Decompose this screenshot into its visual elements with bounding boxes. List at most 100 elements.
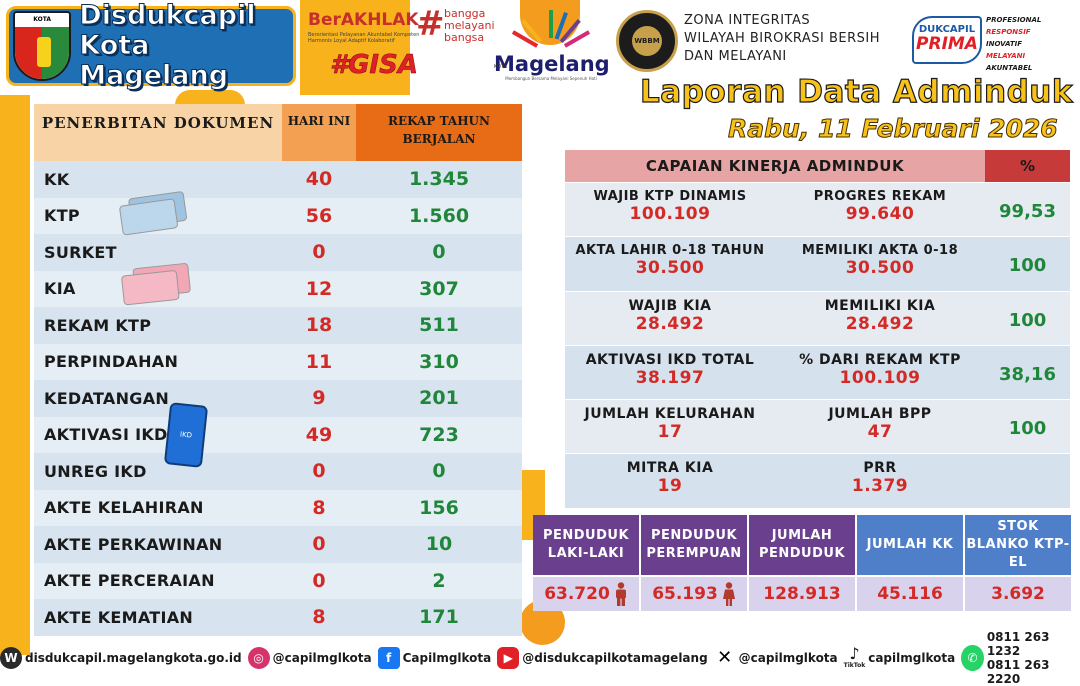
kinerja-label: MEMILIKI AKTA 0-18 [801,243,959,259]
doc-today: 11 [305,350,333,373]
ikd-phone-icon: IKD [163,402,209,468]
documents-table: PENERBITAN DOKUMEN HARI INI REKAP TAHUN … [34,104,522,636]
facebook-text: Capilmglkota [402,650,492,665]
x-icon: ✕ [713,646,736,669]
table-row: AKTE KELAHIRAN 8 156 [34,489,522,526]
zona-integritas-badge-icon: WBBM [616,10,678,72]
zi-line: DAN MELAYANI [684,49,787,64]
kinerja-value: 100.109 [839,367,921,388]
kinerja-row: WAJIB KIA 28.492 MEMILIKI KIA 28.492 100 [565,290,1070,345]
doc-today: 49 [305,423,333,446]
doc-today: 0 [312,460,326,483]
footer-x[interactable]: ✕ @capilmglkota [713,646,838,669]
doc-year: 0 [432,460,446,483]
value-laki: 63.720 [533,577,641,611]
doc-year: 171 [419,606,459,629]
value-perempuan: 65.193 [641,577,749,611]
value-jumlah-kk: 45.116 [857,577,965,611]
magelang-tagline: Membangun Bersama Melayani Sepenuh Hati [505,76,597,81]
kinerja-label: PROGRES REKAM [813,189,947,204]
kia-card-icon [120,262,193,306]
footer-facebook[interactable]: f Capilmglkota [377,646,492,669]
magelang-crest-icon: KOTA MAGELANG [13,11,72,81]
kinerja-percent-header: % [985,150,1070,182]
footer-website[interactable]: W disdukcapil.magelangkota.go.id [0,646,242,669]
tiktok-label: TikTok [843,662,866,669]
kinerja-value: 47 [867,422,893,443]
disdukcapil-logo: KOTA MAGELANG Disdukcapil Kota Magelang [6,0,296,91]
doc-year: 2 [432,569,446,592]
page-title: Laporan Data Adminduk [639,73,1073,110]
header-penerbitan: PENERBITAN DOKUMEN [34,104,282,161]
table-row: UNREG IKD 0 0 [34,453,522,490]
doc-today: 0 [312,533,326,556]
doc-label: AKTE PERKAWINAN [44,534,223,554]
tiktok-icon: ♪ TikTok [843,644,866,670]
kinerja-label: JUMLAH BPP [828,406,932,423]
doc-year: 0 [432,241,446,264]
brand-line-2: Kota Magelang [79,30,229,91]
doc-today: 12 [305,277,333,300]
dukcapil-prima-logo: DUKCAPIL PRIMA [912,16,982,64]
magelang-city-logo: KOTA Magelang Membangun Bersama Melayani… [494,8,610,98]
kinerja-value: 100.109 [629,204,711,224]
header-rekap-tahun: REKAP TAHUN BERJALAN [356,104,522,161]
table-row: KEDATANGAN 9 201 [34,380,522,417]
value-jumlah-penduduk: 128.913 [749,577,857,611]
kinerja-header: CAPAIAN KINERJA ADMINDUK % [565,150,1070,182]
population-values: 63.720 65.193 128.913 45.116 3.692 [533,577,1073,611]
table-row: REKAM KTP 18 511 [34,307,522,344]
prima-value: INOVATIF [986,40,1023,48]
doc-year: 1.345 [408,168,470,191]
kinerja-rows: WAJIB KTP DINAMIS 100.109 PROGRES REKAM 99… [565,182,1070,508]
kinerja-panel: CAPAIAN KINERJA ADMINDUK % WAJIB KTP DIN… [565,150,1070,508]
doc-year: 1.560 [408,204,470,227]
doc-year: 201 [419,387,459,410]
doc-today: 0 [312,569,326,592]
doc-today: 8 [312,606,326,629]
footer-tiktok[interactable]: ♪ TikTok capilmglkota [843,644,956,670]
kinerja-value: 38.197 [635,367,705,388]
footer-whatsapp[interactable]: ✆ 0811 263 1232 0811 263 2220 [961,630,1074,686]
kinerja-value: 17 [657,422,683,443]
footer-instagram[interactable]: ◎ @capilmglkota [247,646,372,669]
value-stok-blanko: 3.692 [965,577,1073,611]
globe-icon: W [0,646,22,669]
magelang-kota-label: KOTA [494,64,508,70]
kinerja-value: 19 [657,476,683,497]
kinerja-value: 99.640 [845,204,915,224]
table-row: AKTE PERKAWINAN 0 10 [34,526,522,563]
documents-table-body: KK 40 1.345 KTP 56 1.560 SURKET 0 0 KIA 12 307 R… [34,161,522,636]
doc-label: KEDATANGAN [44,388,170,408]
doc-label: SURKET [44,242,117,262]
doc-label: UNREG IKD [44,461,147,481]
doc-year: 10 [425,533,453,556]
footer-youtube[interactable]: ▶ @disdukcapilkotamagelang [497,646,708,669]
berakhlak-logo: BerAKHLAK [308,10,419,30]
website-text: disdukcapil.magelangkota.go.id [25,650,242,665]
doc-label: AKTE KELAHIRAN [44,498,204,518]
youtube-text: @disdukcapilkotamagelang [522,650,708,665]
youtube-icon: ▶ [497,646,520,669]
kinerja-title: CAPAIAN KINERJA ADMINDUK [565,150,985,182]
decor-shape [0,95,30,655]
doc-year: 156 [419,496,459,519]
kinerja-percent: 100 [1008,418,1047,440]
doc-year: 723 [419,423,459,446]
kinerja-label: AKTA LAHIR 0-18 TAHUN [575,243,765,259]
header-jumlah-kk: JUMLAH KK [857,515,965,575]
kinerja-label: MEMILIKI KIA [824,297,936,314]
bangga-line: bangsa [444,31,485,44]
documents-table-header: PENERBITAN DOKUMEN HARI INI REKAP TAHUN … [34,104,522,161]
kinerja-percent: 100 [1008,309,1047,331]
bangga-melayani-logo: bangga melayani bangsa [444,8,495,44]
instagram-icon: ◎ [247,646,270,669]
kinerja-value: 30.500 [635,258,705,279]
phone-1: 0811 263 1232 [986,629,1050,658]
kinerja-label: JUMLAH KELURAHAN [584,406,756,423]
phone-2: 0811 263 2220 [986,657,1050,686]
doc-today: 0 [312,241,326,264]
prima-values: PROFESIONAL RESPONSIF INOVATIF MELAYANI … [986,14,1041,74]
kinerja-row: AKTA LAHIR 0-18 TAHUN 30.500 MEMILIKI AKT… [565,236,1070,291]
kinerja-percent: 100 [1008,255,1047,277]
